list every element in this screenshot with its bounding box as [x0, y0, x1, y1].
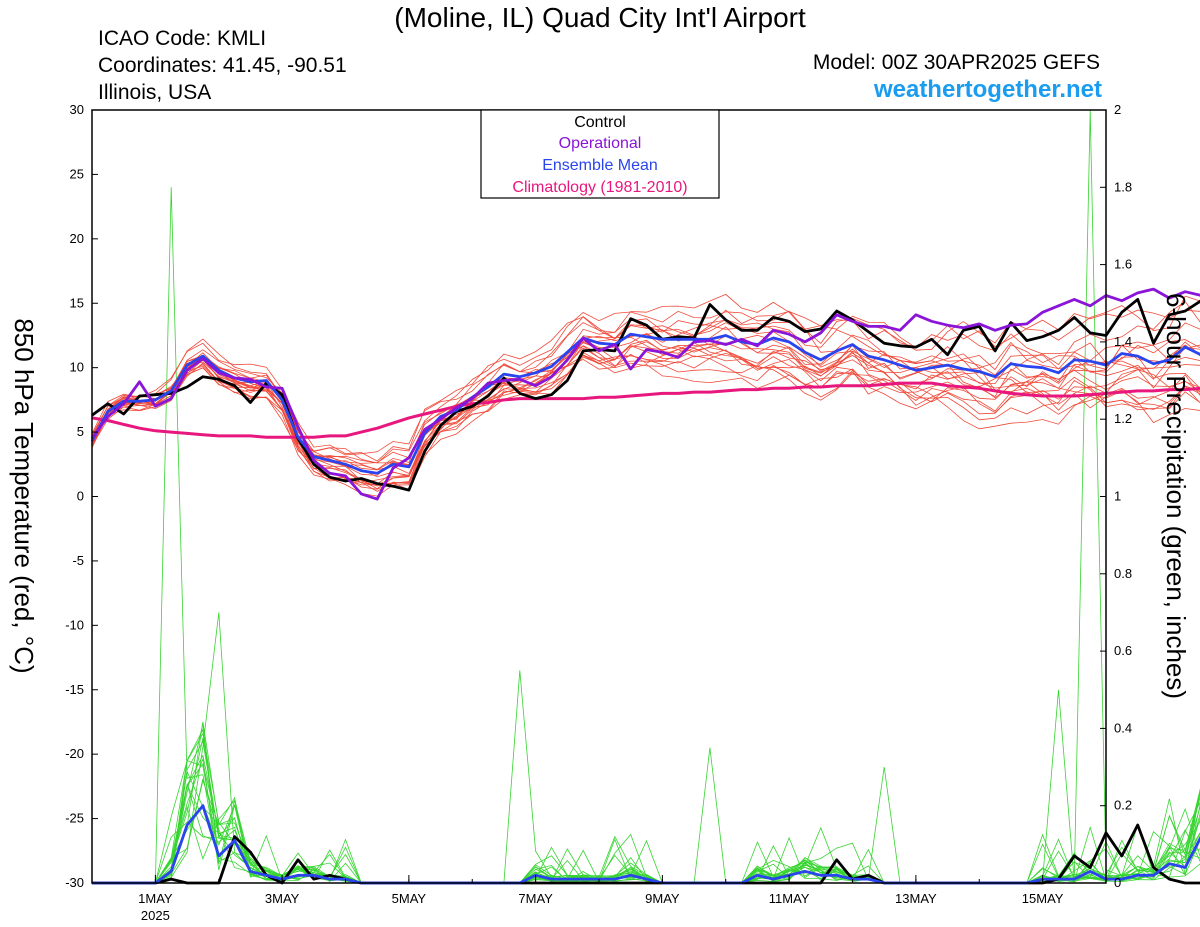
right-tick-label: 1.6 — [1114, 257, 1132, 272]
x-tick-label: 5MAY — [392, 891, 427, 906]
x-tick-label: 11MAY — [769, 891, 810, 906]
x-tick-label: 13MAY — [895, 891, 937, 906]
temp-operational-line — [90, 287, 1200, 501]
left-tick-label: 20 — [70, 231, 84, 246]
right-tick-label: 1.8 — [1114, 179, 1132, 194]
temp-climatology-1981-2010-line — [91, 381, 1200, 439]
left-tick-label: 0 — [77, 489, 84, 504]
temp-member-line — [91, 351, 1200, 497]
site-link[interactable]: weathertogether.net — [873, 76, 1102, 103]
legend-box — [480, 109, 720, 199]
precip-member-lines — [92, 109, 1200, 884]
right-tick-label: 1 — [1114, 489, 1121, 504]
legend-control: Control — [574, 114, 626, 131]
left-tick-label: 10 — [70, 360, 84, 375]
right-tick-label: 1.4 — [1114, 334, 1132, 349]
legend-ensemble-mean: Ensemble Mean — [542, 157, 658, 174]
precip-member-line — [92, 728, 1200, 884]
left-tick-label: -30 — [65, 875, 84, 890]
legend-operational: Operational — [559, 135, 642, 152]
right-tick-label: 0 — [1114, 875, 1121, 890]
precip-member-line — [92, 723, 1200, 884]
right-tick-label: 0.4 — [1114, 720, 1132, 735]
x-tick-label: 3MAY — [265, 891, 300, 906]
temp-ensemble-mean-line — [90, 332, 1200, 475]
precip-member-line — [92, 109, 1200, 884]
x-tick-label: 7MAY — [518, 891, 553, 906]
right-axis-label: 6-hour Precipitation (green, inches) — [1161, 293, 1191, 699]
location: Illinois, USA — [98, 81, 212, 104]
left-axis-label: 850 hPa Temperature (red, °C) — [9, 318, 39, 673]
x-tick-year: 2025 — [141, 908, 170, 923]
temp-member-line — [91, 347, 1200, 492]
right-tick-label: 0.2 — [1114, 798, 1132, 813]
left-tick-label: 5 — [77, 424, 84, 439]
right-tick-label: 2 — [1114, 102, 1121, 117]
precip-member-line — [92, 670, 1200, 884]
left-tick-label: 30 — [70, 102, 84, 117]
temp-member-line — [91, 350, 1200, 487]
temp-member-line — [91, 354, 1200, 486]
left-tick-label: 25 — [70, 166, 84, 181]
right-tick-label: 0.8 — [1114, 566, 1132, 581]
plot-frame — [91, 109, 1107, 884]
left-tick-label: -10 — [65, 617, 84, 632]
temp-member-line — [91, 319, 1200, 478]
right-tick-label: 0.6 — [1114, 643, 1132, 658]
temp-member-line — [91, 319, 1200, 485]
left-tick-label: -15 — [65, 682, 84, 697]
main-series — [90, 287, 1200, 885]
legend: Control Operational Ensemble Mean Climat… — [480, 109, 720, 199]
x-tick-label: 1MAY — [138, 891, 173, 906]
left-tick-label: 15 — [70, 295, 84, 310]
axes: 302520151050-5-10-15-20-25-3021.81.61.41… — [65, 102, 1132, 923]
right-tick-label: 1.2 — [1114, 411, 1132, 426]
temp-member-line — [91, 345, 1200, 483]
x-tick-label: 15MAY — [1022, 891, 1064, 906]
precip-member-line — [92, 187, 1200, 884]
precip-member-line — [92, 779, 1200, 884]
precip-member-line — [92, 689, 1200, 884]
left-tick-label: -5 — [72, 553, 84, 568]
coordinates: Coordinates: 41.45, -90.51 — [98, 54, 347, 77]
legend-climatology: Climatology (1981-2010) — [512, 179, 687, 196]
left-tick-label: -25 — [65, 811, 84, 826]
precip-member-line — [92, 721, 1200, 884]
model-run: Model: 00Z 30APR2025 GEFS — [812, 51, 1100, 74]
icao-code: ICAO Code: KMLI — [98, 27, 267, 50]
chart-title: (Moline, IL) Quad City Int'l Airport — [394, 2, 806, 33]
left-tick-label: -20 — [65, 746, 84, 761]
x-tick-label: 9MAY — [645, 891, 680, 906]
